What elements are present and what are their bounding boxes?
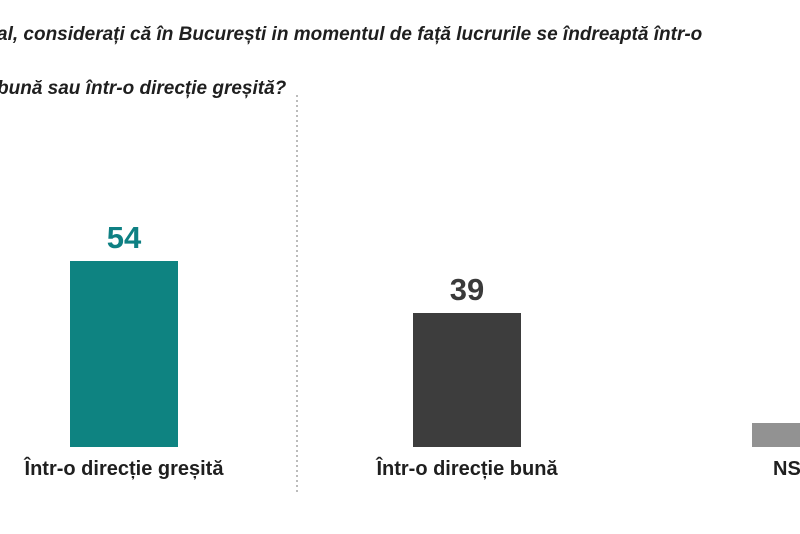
category-label-ns: NS: [773, 458, 800, 480]
category-label-directie-buna: Într-o direcție bună: [376, 458, 558, 480]
chart-title-line2: bună sau într-o direcție greșită?: [0, 78, 287, 99]
bar-group-directie-buna: 39: [347, 274, 587, 447]
value-label: 54: [106, 220, 142, 255]
bar-directie-gresita: [70, 261, 178, 447]
bar-directie-buna: [413, 313, 521, 447]
chart-title-line1: al, considerați că în București in momen…: [0, 24, 703, 45]
bar-ns: [752, 423, 800, 447]
category-label-directie-gresita: Într-o direcție greșită: [24, 458, 224, 480]
bar-group-directie-gresita: 54: [4, 222, 244, 447]
dotted-vertical-divider: [296, 95, 298, 493]
chart-title: al, considerați că în București in momen…: [0, 0, 800, 102]
bar-group-ns: [686, 423, 800, 447]
value-label: 39: [449, 272, 485, 307]
